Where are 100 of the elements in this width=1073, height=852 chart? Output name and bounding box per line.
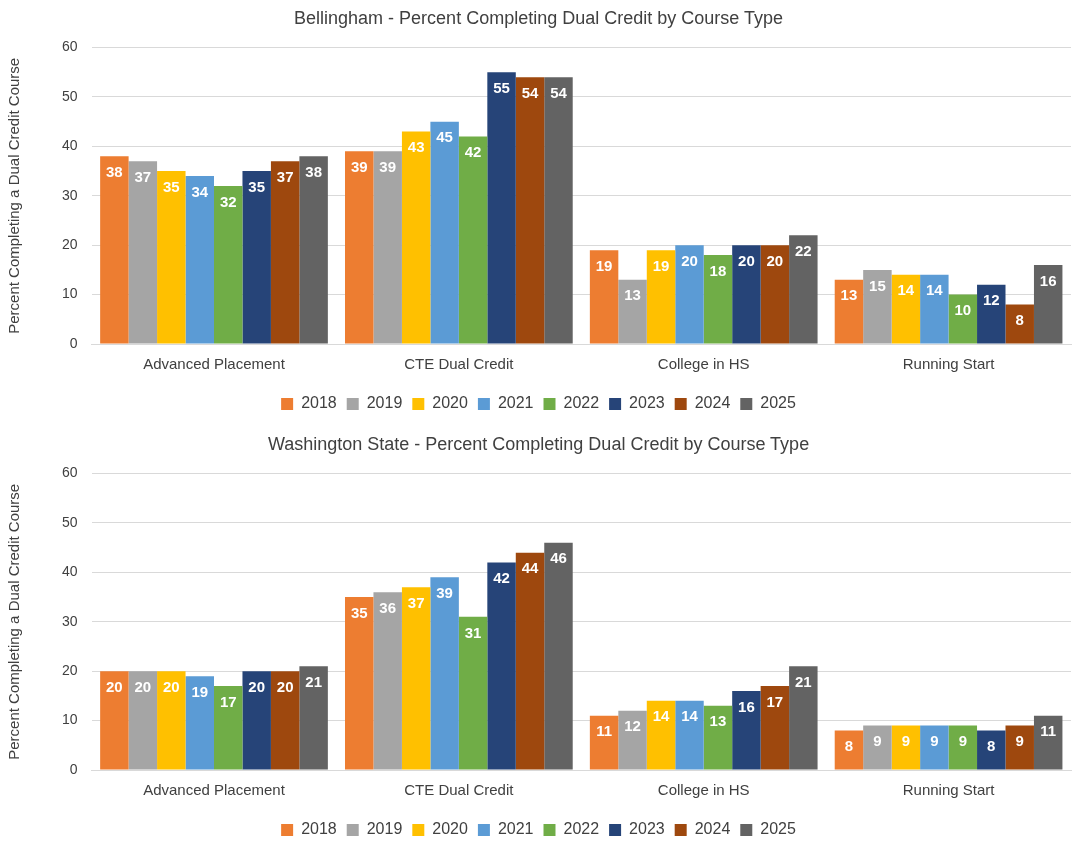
legend-label: 2025 [760, 394, 796, 412]
x-tick-label: Running Start [902, 355, 996, 373]
y-axis-title: Percent Completing a Dual Credit Course [5, 483, 23, 760]
bar [891, 725, 921, 770]
x-tick-label: Running Start [902, 781, 996, 799]
legend-label: 2021 [497, 820, 534, 838]
bar [618, 279, 647, 344]
data-label: 9 [958, 732, 967, 750]
bar [703, 255, 733, 344]
bar [920, 274, 949, 344]
bar [270, 671, 300, 770]
bar [834, 730, 864, 770]
data-label: 20 [276, 677, 294, 695]
data-label: 20 [738, 251, 755, 269]
data-label: 8 [1015, 311, 1024, 329]
y-tick-label: 50 [61, 87, 78, 104]
bar [977, 730, 1006, 770]
bar [487, 562, 516, 770]
y-tick-label: 20 [61, 662, 78, 679]
data-label: 14 [681, 707, 699, 725]
y-tick-label: 40 [61, 137, 78, 154]
bar [345, 597, 374, 770]
y-tick-label: 30 [61, 612, 78, 629]
chart-title: Bellingham - Percent Completing Dual Credit by Course Type [294, 7, 783, 28]
data-label: 38 [305, 162, 322, 180]
legend-label: 2021 [497, 394, 534, 412]
data-label: 54 [521, 83, 540, 101]
data-label: 39 [436, 583, 453, 601]
bar [863, 725, 892, 770]
data-label: 43 [407, 138, 425, 156]
data-label: 38 [106, 162, 123, 180]
bar [891, 274, 921, 344]
data-label: 19 [191, 682, 209, 700]
data-label: 17 [766, 692, 784, 710]
bar [299, 666, 328, 770]
legend-label: 2019 [366, 394, 403, 412]
legend-label: 2022 [563, 394, 600, 412]
bar [242, 671, 271, 770]
data-label: 8 [987, 737, 996, 755]
data-label: 11 [1040, 722, 1057, 740]
data-label: 9 [930, 732, 939, 750]
bar [618, 710, 647, 770]
x-tick-label: CTE Dual Credit [404, 781, 515, 799]
data-label: 18 [709, 261, 727, 279]
legend-label: 2019 [366, 820, 403, 838]
data-label: 20 [134, 677, 152, 695]
data-label: 36 [379, 598, 397, 616]
y-tick-label: 10 [61, 711, 78, 728]
data-label: 39 [379, 157, 397, 175]
bar [948, 725, 978, 770]
bar [128, 671, 158, 770]
data-label: 46 [550, 549, 567, 567]
legend-label: 2025 [760, 820, 796, 838]
y-tick-label: 40 [61, 563, 78, 580]
bar [1005, 725, 1034, 770]
bar [646, 250, 676, 344]
data-label: 35 [248, 177, 266, 195]
bar [487, 72, 516, 344]
data-label: 42 [464, 143, 482, 161]
bar [760, 686, 790, 770]
bar [760, 245, 790, 344]
bar [732, 690, 761, 770]
data-label: 20 [681, 251, 698, 269]
legend-label: 2023 [629, 820, 665, 838]
data-label: 37 [134, 167, 152, 185]
bar [100, 671, 129, 770]
bar [948, 294, 978, 344]
data-label: 20 [248, 677, 266, 695]
data-label: 14 [652, 707, 671, 725]
bar [789, 235, 818, 344]
data-label: 14 [897, 281, 915, 299]
data-label: 9 [901, 732, 911, 750]
data-label: 15 [869, 276, 886, 294]
data-label: 34 [191, 182, 209, 200]
bar [185, 176, 214, 344]
bar [185, 676, 214, 770]
bar [128, 161, 158, 344]
data-label: 14 [926, 281, 944, 299]
data-label: 31 [464, 623, 482, 641]
y-tick-label: 60 [61, 38, 78, 55]
data-label: 42 [493, 569, 510, 587]
legend-label: 2018 [301, 394, 337, 412]
bar [732, 245, 761, 344]
legend-label: 2022 [563, 820, 600, 838]
bar [515, 77, 545, 344]
bar [373, 151, 402, 344]
data-label: 9 [873, 732, 882, 750]
data-label: 55 [493, 78, 510, 96]
x-tick-label: College in HS [657, 355, 750, 373]
data-label: 21 [305, 672, 322, 690]
bar [1033, 264, 1063, 344]
bar [430, 577, 459, 770]
x-tick-label: CTE Dual Credit [404, 355, 515, 373]
data-label: 20 [162, 677, 180, 695]
bar [977, 284, 1006, 344]
data-label: 10 [954, 301, 972, 319]
data-label: 54 [550, 83, 568, 101]
data-label: 45 [436, 128, 453, 146]
bar [834, 279, 864, 344]
data-label: 19 [652, 256, 670, 274]
